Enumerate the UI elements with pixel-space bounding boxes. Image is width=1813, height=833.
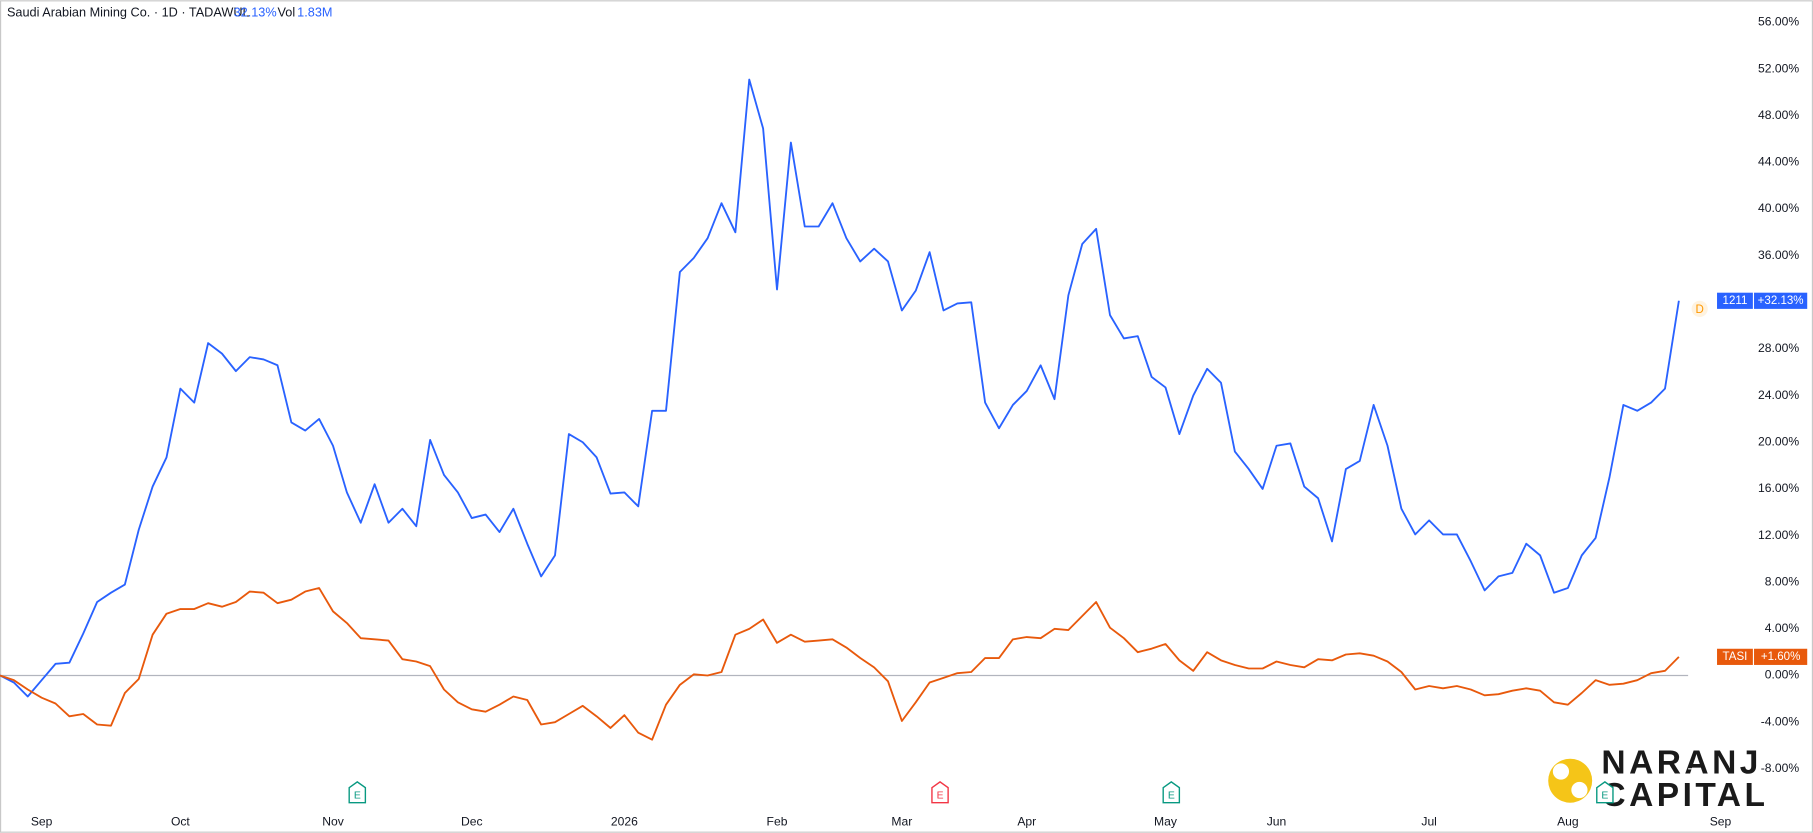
header-change: 32.13% — [234, 4, 277, 19]
x-tick-label: May — [1154, 815, 1178, 829]
y-tick-label: 40.00% — [1758, 201, 1799, 215]
y-tick-label: 12.00% — [1758, 528, 1799, 542]
event-marker-box — [1162, 781, 1181, 804]
x-tick-label: 2026 — [611, 815, 638, 829]
tag-name-bg — [1717, 292, 1753, 309]
tag-value-bg — [1754, 648, 1808, 665]
header-volume: 1.83M — [297, 4, 332, 19]
x-tick-label: Apr — [1017, 815, 1036, 829]
y-tick-label: -4.00% — [1761, 714, 1800, 728]
header-title: Saudi Arabian Mining Co. · 1D · TADAWUL — [7, 4, 250, 19]
x-tick-label: Sep — [1710, 815, 1732, 829]
y-tick-label: 36.00% — [1758, 248, 1799, 262]
event-marker-box — [1596, 781, 1614, 804]
y-tick-label: 20.00% — [1758, 434, 1799, 448]
event-marker-box — [931, 781, 949, 804]
tag-value: +32.13% — [1758, 295, 1804, 307]
x-tick-label: Jul — [1421, 815, 1437, 829]
logo-icon — [1548, 758, 1593, 803]
tag-value-bg — [1754, 292, 1808, 309]
event-marker-label: E — [1601, 791, 1608, 802]
x-tick-label: Mar — [891, 815, 912, 829]
header-volume-label: Vol — [278, 4, 296, 19]
series-line — [0, 587, 1680, 741]
event-marker-box — [348, 781, 367, 804]
tag-name-bg — [1717, 648, 1753, 665]
y-tick-label: 16.00% — [1758, 481, 1799, 495]
x-tick-label: Feb — [767, 815, 788, 829]
y-tick-label: 56.00% — [1758, 15, 1799, 29]
y-tick-label: 28.00% — [1758, 341, 1799, 355]
x-tick-label: Oct — [171, 815, 190, 829]
y-tick-label: 4.00% — [1765, 621, 1800, 635]
y-tick-label: 8.00% — [1765, 574, 1800, 588]
y-tick-label: -8.00% — [1761, 761, 1800, 775]
y-tick-label: 52.00% — [1758, 61, 1799, 75]
event-marker-label: E — [937, 791, 944, 802]
logo-icon-part — [1552, 763, 1570, 780]
event-marker-label: E — [1168, 791, 1175, 802]
y-tick-label: 0.00% — [1765, 668, 1800, 682]
logo-icon-part — [1571, 781, 1588, 799]
logo-line1: NARANJ — [1601, 744, 1761, 781]
y-tick-label: 44.00% — [1758, 155, 1799, 169]
x-tick-label: Jun — [1267, 815, 1287, 829]
y-tick-label: 48.00% — [1758, 108, 1799, 122]
logo-line2: CAPITAL — [1601, 777, 1768, 814]
logo: NARANJ CAPITAL — [1548, 744, 1768, 814]
dividend-marker-bg — [1691, 300, 1708, 317]
x-tick-label: Dec — [461, 815, 483, 829]
y-tick-label: 24.00% — [1758, 388, 1799, 402]
x-tick-label: Aug — [1557, 815, 1579, 829]
tag-name: 1211 — [1723, 295, 1748, 307]
tag-value: +1.60% — [1761, 651, 1800, 663]
x-tick-label: Nov — [322, 815, 344, 829]
series-line — [0, 78, 1680, 698]
tag-name: TASI — [1723, 651, 1748, 663]
event-marker-label: E — [354, 791, 361, 802]
x-tick-label: Sep — [31, 815, 53, 829]
dividend-marker: D — [1696, 304, 1704, 316]
